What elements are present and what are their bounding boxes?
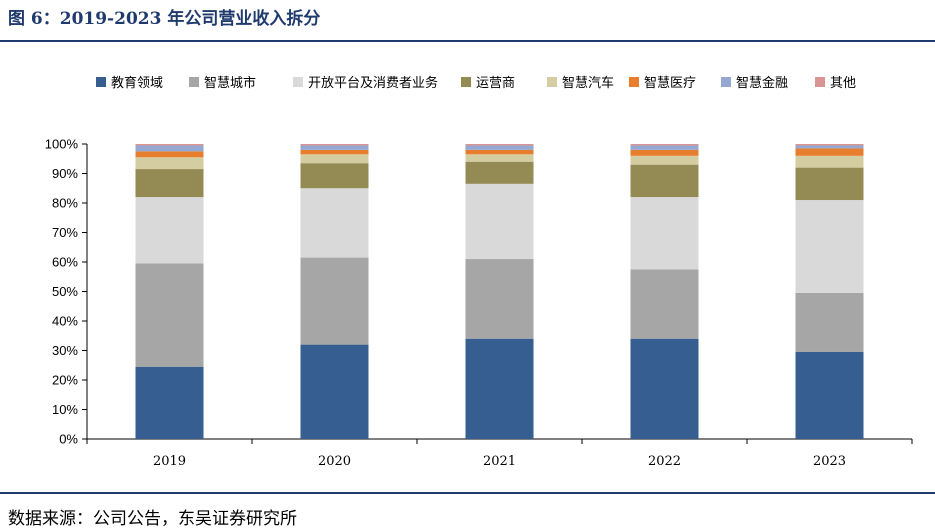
x-tick-label: 2020: [318, 454, 351, 469]
y-tick-label: 60%: [52, 255, 78, 270]
x-tick-label: 2022: [648, 454, 681, 469]
y-tick-label: 0%: [59, 432, 78, 447]
y-tick-label: 100%: [45, 137, 79, 152]
legend-label: 教育领域: [111, 75, 163, 91]
bar-segment: [135, 145, 204, 152]
bar-segment: [630, 269, 699, 339]
y-tick-label: 80%: [52, 196, 78, 211]
y-tick-label: 50%: [52, 284, 78, 299]
legend: 教育领域 智慧城市 开放平台及消费者业务 运营商 智慧汽车 智慧医疗 智慧金融 其他: [96, 75, 856, 91]
x-tick-label: 2021: [483, 454, 516, 469]
bar-segment: [300, 257, 369, 345]
bar-segment: [630, 149, 699, 156]
legend-label: 其他: [830, 76, 856, 91]
legend-swatch: [293, 77, 303, 87]
title-divider: [0, 40, 935, 42]
bar-segment: [795, 200, 864, 293]
bar-segment: [630, 144, 699, 146]
stacked-bar-chart: 教育领域 智慧城市 开放平台及消费者业务 运营商 智慧汽车 智慧医疗 智慧金融 其他 0% 10…: [45, 75, 913, 469]
chart-title: 图 6：2019-2023 年公司营业收入拆分: [8, 9, 321, 29]
bar-segment: [300, 149, 369, 155]
legend-swatch: [629, 77, 639, 87]
bar-segment: [795, 292, 864, 352]
legend-label: 智慧医疗: [644, 75, 696, 91]
bar-segment: [135, 366, 204, 439]
bar-segment: [795, 148, 864, 156]
x-tick-label: 2023: [813, 454, 846, 469]
legend-swatch: [547, 77, 557, 87]
legend-swatch: [189, 77, 199, 87]
bar-segment: [630, 197, 699, 270]
bar-segment: [795, 144, 864, 146]
legend-swatch: [721, 77, 731, 87]
bar-segment: [630, 155, 699, 165]
bar-segment: [135, 169, 204, 198]
legend-swatch: [815, 77, 825, 87]
bar-segment: [300, 144, 369, 146]
source-note: 数据来源：公司公告，东吴证券研究所: [8, 509, 297, 529]
bar-segment: [300, 163, 369, 189]
bar-segment: [300, 344, 369, 439]
bar-segment: [795, 145, 864, 149]
plot-area: 0% 10% 20% 30% 40% 50% 60% 70% 80% 90% 100% 2019 202…: [45, 137, 913, 469]
bar-segment: [630, 164, 699, 198]
y-tick-label: 20%: [52, 373, 78, 388]
bar-segment: [465, 145, 534, 150]
legend-swatch: [96, 77, 106, 87]
legend-label: 开放平台及消费者业务: [308, 75, 438, 91]
bar-segment: [630, 145, 699, 150]
bar-segment: [135, 263, 204, 367]
x-tick-label: 2019: [153, 454, 186, 469]
y-tick-label: 90%: [52, 166, 78, 181]
legend-label: 智慧汽车: [562, 75, 614, 91]
y-tick-label: 70%: [52, 225, 78, 240]
bar-segment: [465, 144, 534, 146]
bar-segment: [300, 154, 369, 164]
bar-segment: [795, 167, 864, 201]
source-divider: [0, 492, 935, 494]
y-tick-label: 30%: [52, 343, 78, 358]
bar-segment: [300, 188, 369, 258]
bar-segment: [795, 351, 864, 439]
legend-label: 智慧金融: [736, 75, 788, 91]
bar-segment: [630, 338, 699, 439]
bar-segment: [465, 259, 534, 339]
bar-segment: [135, 144, 204, 146]
bar-segment: [135, 151, 204, 158]
y-tick-label: 40%: [52, 314, 78, 329]
bar-segment: [465, 338, 534, 439]
y-tick-label: 10%: [52, 402, 78, 417]
bar-segment: [465, 154, 534, 162]
legend-swatch: [461, 77, 471, 87]
bar-segment: [465, 149, 534, 155]
bar-segment: [465, 161, 534, 184]
bar-segment: [300, 145, 369, 150]
bar-segment: [135, 157, 204, 170]
legend-label: 智慧城市: [204, 75, 256, 91]
legend-label: 运营商: [476, 76, 515, 91]
bar-segment: [135, 197, 204, 264]
bar-segment: [465, 183, 534, 260]
bar-segment: [795, 155, 864, 168]
